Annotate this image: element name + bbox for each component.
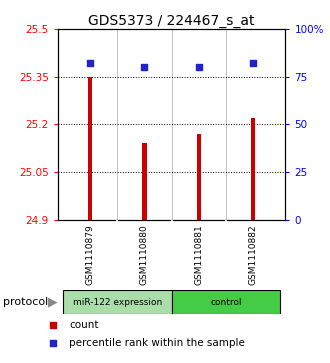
Text: GSM1110880: GSM1110880 — [140, 225, 149, 285]
Text: GSM1110881: GSM1110881 — [194, 225, 203, 285]
Point — [88, 61, 93, 66]
Text: control: control — [210, 298, 242, 307]
Point — [50, 323, 55, 329]
Point — [50, 340, 55, 346]
Text: protocol: protocol — [3, 297, 49, 307]
Bar — [142, 143, 147, 220]
Text: ▶: ▶ — [48, 296, 57, 309]
Bar — [172, 290, 280, 314]
Text: GSM1110882: GSM1110882 — [248, 225, 257, 285]
Title: GDS5373 / 224467_s_at: GDS5373 / 224467_s_at — [88, 14, 255, 28]
Bar — [197, 134, 201, 220]
Bar — [88, 77, 92, 220]
Bar — [63, 290, 172, 314]
Text: count: count — [69, 321, 99, 330]
Text: GSM1110879: GSM1110879 — [86, 225, 95, 285]
Point — [250, 61, 255, 66]
Bar — [251, 118, 255, 220]
Text: miR-122 expression: miR-122 expression — [73, 298, 162, 307]
Point — [196, 64, 201, 70]
Text: percentile rank within the sample: percentile rank within the sample — [69, 338, 245, 348]
Point — [142, 64, 147, 70]
